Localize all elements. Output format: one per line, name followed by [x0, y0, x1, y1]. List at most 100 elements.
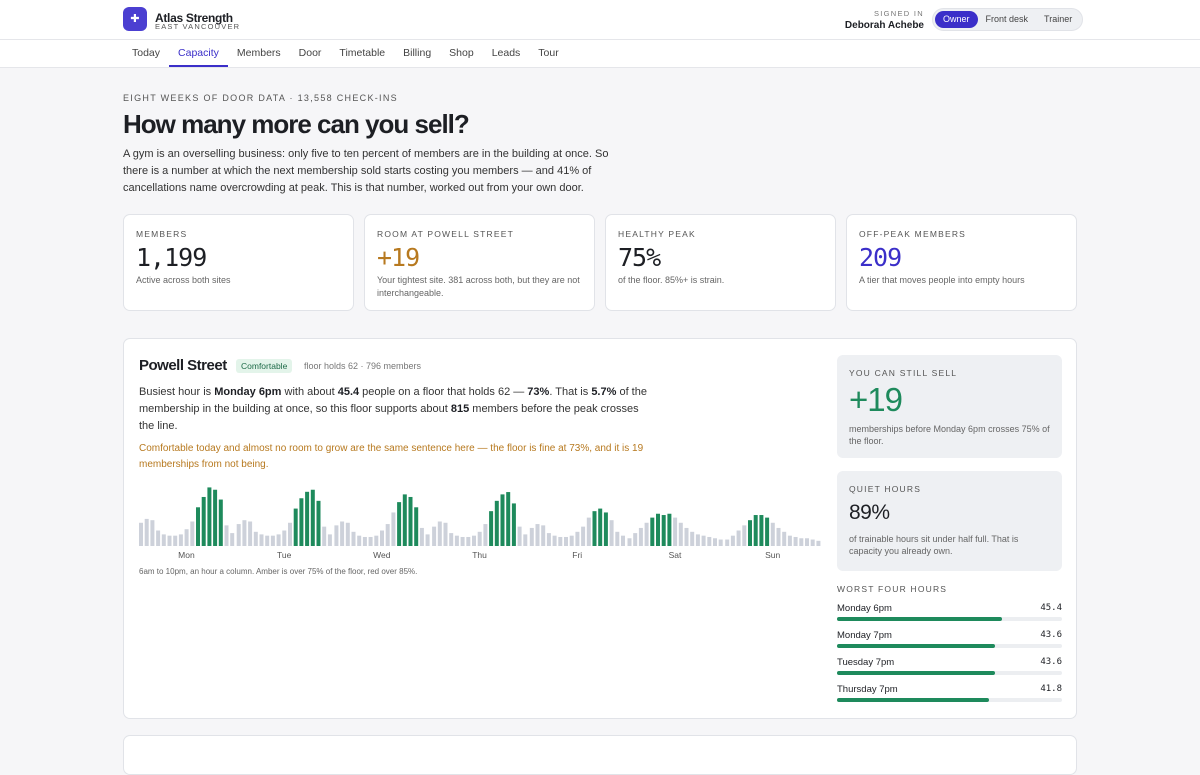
stat-note: Active across both sites [136, 275, 231, 285]
hour-bar [523, 534, 528, 546]
sell-label: YOU CAN STILL SELL [849, 368, 958, 378]
hour-bar [357, 535, 362, 546]
hour-bar [718, 539, 723, 546]
hour-bar [385, 524, 390, 546]
hour-bar [184, 529, 189, 546]
stat-card: OFF-PEAK MEMBERS 209 A tier that moves peo… [846, 214, 1077, 311]
hour-bar [615, 531, 620, 546]
hour-bar [334, 525, 339, 546]
hour-bar [408, 496, 413, 546]
summary-part: 5.7% [591, 386, 617, 398]
hour-bar [650, 517, 655, 546]
location: EAST VANCOUVER [155, 22, 241, 31]
chart-caption: 6am to 10pm, an hour a column. Amber is … [139, 567, 418, 576]
hour-bar [517, 526, 522, 546]
hour-bar [282, 530, 287, 546]
hour-bar [627, 538, 632, 546]
hour-bar [603, 512, 608, 546]
nav-item[interactable]: Members [236, 47, 281, 59]
hour-bar [259, 534, 264, 546]
hour-bar [609, 520, 614, 546]
hour-bar [793, 536, 798, 546]
hour-bar [432, 526, 437, 546]
stat-card: MEMBERS 1,199 Active across both sites [123, 214, 354, 311]
stat-value: 209 [859, 243, 902, 272]
stat-value: 1,199 [136, 243, 207, 272]
stat-note: of the floor. 85%+ is strain. [618, 275, 725, 285]
nav-item[interactable]: Capacity [169, 40, 228, 67]
hour-bar [782, 531, 787, 546]
summary-part: members before the peak crosses the line… [139, 403, 639, 432]
hour-bar [477, 531, 482, 546]
hour-bar [443, 522, 448, 546]
sell-value: +19 [849, 381, 903, 418]
hour-bar [150, 520, 155, 546]
nav-item[interactable]: Leads [491, 47, 521, 59]
hour-bar [759, 515, 764, 546]
nav-item[interactable]: Shop [449, 47, 474, 59]
hour-bar [253, 531, 258, 546]
worst-track [837, 698, 1062, 702]
hour-bar [270, 535, 275, 546]
nav-item[interactable]: Door [298, 47, 322, 59]
role-button[interactable]: Owner [935, 11, 978, 28]
hour-bar [362, 536, 367, 546]
quiet-label: QUIET HOURS [849, 484, 922, 494]
hour-bar [489, 511, 494, 546]
hour-bar [529, 527, 534, 546]
hour-bar [472, 535, 476, 546]
worst-value: 43.6 [1040, 657, 1062, 667]
summary-part: people on a floor that holds 62 — [359, 386, 528, 398]
hour-bar [276, 534, 281, 546]
hour-bar [713, 538, 717, 546]
summary-part: Monday 6pm [214, 386, 282, 398]
site-name: Powell Street [139, 357, 227, 374]
hour-bar [695, 534, 700, 546]
day-label: Thu [472, 550, 487, 560]
hour-bar [293, 508, 298, 546]
hour-bar [265, 535, 270, 546]
nav-item[interactable]: Today [132, 47, 161, 59]
hour-bar [460, 536, 465, 546]
hour-bar [787, 535, 792, 546]
quiet-note: of trainable hours sit under half full. … [849, 534, 1019, 556]
hour-bar [633, 533, 638, 546]
summary-part: 73% [527, 386, 550, 398]
stat-label: ROOM AT POWELL STREET [377, 229, 514, 239]
hour-bar [805, 538, 809, 546]
hour-bar [656, 513, 660, 546]
hour-bar [380, 530, 384, 546]
hour-bar [288, 522, 292, 546]
hour-bar [736, 530, 741, 546]
page-title: How many more can you sell? [123, 109, 470, 139]
logo[interactable]: ✚ [123, 7, 147, 31]
hour-bar [139, 522, 143, 546]
hour-bar [437, 521, 442, 546]
hour-bar [218, 499, 223, 546]
hour-bar [374, 535, 379, 546]
nav-item[interactable]: Tour [538, 47, 559, 59]
role-button[interactable]: Trainer [1044, 14, 1073, 24]
worst-label: WORST FOUR HOURS [837, 584, 948, 594]
hour-bar [419, 527, 424, 546]
eyebrow: EIGHT WEEKS OF DOOR DATA · 13,558 CHECK-… [123, 93, 398, 103]
hour-bar [765, 517, 770, 546]
role-switch: Owner Front desk Trainer [932, 8, 1084, 31]
hour-bar [644, 522, 649, 546]
hour-bar [248, 521, 253, 546]
hour-bar [414, 507, 419, 546]
role-button[interactable]: Front desk [985, 14, 1029, 24]
hour-bar [368, 536, 373, 546]
hour-bar [402, 494, 407, 546]
status-badge: Comfortable [236, 359, 293, 373]
hour-bar [173, 535, 178, 546]
signed-in-label: SIGNED IN [873, 9, 924, 18]
hour-bar [483, 524, 488, 546]
nav-item[interactable]: Timetable [339, 47, 386, 59]
worst-hour: Tuesday 7pm [837, 657, 895, 668]
summary-part: of the membership in the building at onc… [139, 386, 647, 415]
nav-item[interactable]: Billing [403, 47, 432, 59]
hour-bar [201, 496, 206, 546]
summary-part: Busiest hour is [139, 386, 215, 398]
hour-bar [667, 513, 672, 546]
